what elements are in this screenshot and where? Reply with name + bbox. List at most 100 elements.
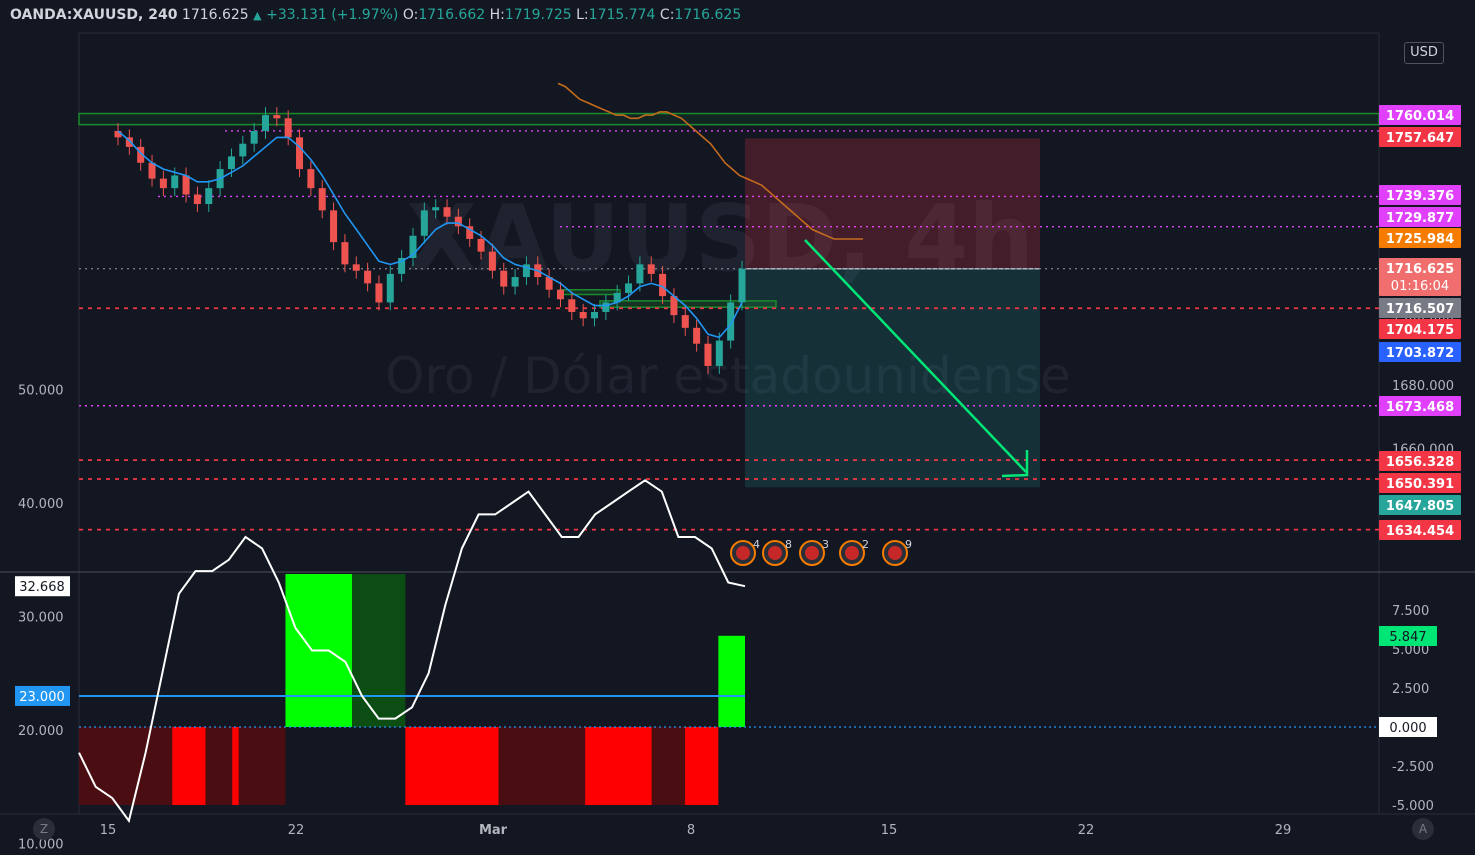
momentum-bar xyxy=(585,727,652,805)
candle-body xyxy=(579,311,587,319)
indicator-left-tick: 40.000 xyxy=(18,497,64,512)
indicator-left-tick: 20.000 xyxy=(18,724,64,739)
event-8: 8 xyxy=(762,538,792,566)
price-label-text: 1704.175 xyxy=(1386,323,1454,338)
price-label-1757-647: 1757.647 xyxy=(1379,127,1461,147)
moving-average-line-2 xyxy=(557,82,863,240)
candle-body xyxy=(296,137,304,170)
price-label-1725-984: 1725.984 xyxy=(1379,228,1461,248)
candle-body xyxy=(636,264,644,284)
candle-body xyxy=(432,207,440,211)
time-tick-label: 22 xyxy=(288,823,305,838)
price-label-text: 1656.328 xyxy=(1386,455,1454,470)
low-value: 1715.774 xyxy=(588,7,656,23)
candle-body xyxy=(261,115,269,131)
candle-body xyxy=(420,210,428,236)
price-label-1647-805: 1647.805 xyxy=(1379,495,1461,515)
indicator-left-label: 32.668 xyxy=(19,580,65,595)
indicator-left-tick: 30.000 xyxy=(18,611,64,626)
indicator-right-tick: 7.500 xyxy=(1392,604,1429,619)
flag-icon-inner xyxy=(888,546,902,560)
candle-body xyxy=(227,156,235,170)
price-label-1739-376: 1739.376 xyxy=(1379,185,1461,205)
candle-body xyxy=(352,264,360,271)
momentum-bar xyxy=(685,727,719,805)
event-2: 2 xyxy=(839,538,869,566)
candle-body xyxy=(137,146,145,163)
price-label-box xyxy=(1379,185,1461,205)
candle-body xyxy=(273,115,281,119)
price-label-text: 1673.468 xyxy=(1386,400,1454,415)
time-tick-label: 15 xyxy=(100,823,117,838)
momentum-bar xyxy=(238,727,286,805)
indicator-right-label-box xyxy=(1379,717,1437,737)
candle-body xyxy=(159,178,167,189)
indicator-right-tick: -2.500 xyxy=(1392,760,1434,775)
price-label-text: 1716.507 xyxy=(1386,302,1454,317)
price-label-1673-468: 1673.468 xyxy=(1379,396,1461,416)
momentum-bar xyxy=(718,635,745,727)
forecast-arrow xyxy=(804,239,1027,473)
price-label-text: 1757.647 xyxy=(1386,131,1454,146)
low-label: L: xyxy=(576,7,589,23)
indicator-right-tick: 5.000 xyxy=(1392,643,1429,658)
moving-average-line-1 xyxy=(117,130,743,339)
event-count: 2 xyxy=(862,538,869,551)
last-price: 1716.625 xyxy=(181,7,249,23)
candle-body xyxy=(171,175,179,189)
flag-icon-inner xyxy=(805,546,819,560)
candle-body xyxy=(500,270,508,287)
indicator-left-label: 23.000 xyxy=(19,690,65,705)
event-count: 4 xyxy=(753,538,760,551)
price-label-text: 1716.625 xyxy=(1386,262,1454,277)
price-label-box xyxy=(1379,258,1461,296)
auto-scale-button[interactable]: A xyxy=(1412,818,1434,840)
candle-body xyxy=(738,268,746,303)
event-count: 9 xyxy=(905,538,912,551)
price-label-text: 1647.805 xyxy=(1386,499,1454,514)
price-label-box xyxy=(1379,342,1461,362)
price-label-1703-872: 1703.872 xyxy=(1379,342,1461,362)
candle-body xyxy=(659,273,667,297)
candle-body xyxy=(148,162,156,179)
candle-body xyxy=(409,235,417,258)
price-tick-label: 1680.000 xyxy=(1392,379,1454,394)
candle-body xyxy=(193,194,201,205)
candle-body xyxy=(114,131,122,138)
high-label: H: xyxy=(489,7,505,23)
up-triangle-icon: ▲ xyxy=(253,9,262,22)
price-label-text: 1729.877 xyxy=(1386,211,1454,226)
candle-body xyxy=(568,299,576,312)
candle-body xyxy=(307,169,315,189)
momentum-bar xyxy=(172,727,206,805)
flag-icon-inner xyxy=(845,546,859,560)
countdown-text: 01:16:04 xyxy=(1391,279,1449,294)
forecast-arrowhead xyxy=(1001,450,1029,478)
candle-body xyxy=(341,242,349,265)
close-value: 1716.625 xyxy=(674,7,742,23)
price-label-box xyxy=(1379,298,1461,318)
event-9: 9 xyxy=(882,538,912,566)
price-label-box xyxy=(1379,396,1461,416)
price-label-box xyxy=(1379,228,1461,248)
symbol-label[interactable]: OANDA:XAUUSD, 240 xyxy=(10,7,178,23)
position-target-zone xyxy=(745,268,1040,488)
price-label-text: 1725.984 xyxy=(1386,232,1454,247)
momentum-bar xyxy=(405,727,499,805)
candle-body xyxy=(477,238,485,252)
currency-button[interactable]: USD xyxy=(1404,42,1444,64)
indicator-right-tick: -5.000 xyxy=(1392,799,1434,814)
candle-body xyxy=(375,283,383,303)
price-label-box xyxy=(1379,451,1461,471)
indicator-right-label: 5.847 xyxy=(1389,630,1426,645)
momentum-bar xyxy=(352,574,406,727)
candle-body xyxy=(488,251,496,271)
candle-body xyxy=(715,340,723,366)
price-label-1656-328: 1656.328 xyxy=(1379,451,1461,471)
candle-body xyxy=(704,343,712,366)
candle-body xyxy=(613,292,621,303)
price-label-box xyxy=(1379,127,1461,147)
high-value: 1719.725 xyxy=(504,7,572,23)
zoom-toggle-button[interactable]: Z xyxy=(33,818,55,840)
